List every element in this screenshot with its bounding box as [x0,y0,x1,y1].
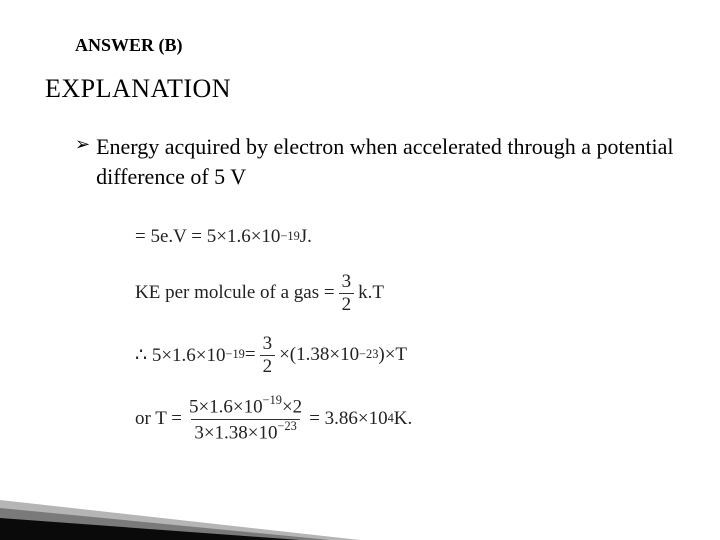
explanation-title: EXPLANATION [45,74,675,104]
eq3-fraction: 3 2 [260,334,276,377]
equations-block: = 5e.V = 5×1.6×10−19 J. KE per molcule o… [135,221,675,443]
eq4-frac-den: 3×1.38×10−23 [191,419,300,443]
eq2-lhs: KE per molcule of a gas = [135,282,335,304]
eq4-frac-num: 5×1.6×10−19×2 [186,395,305,418]
equation-1: = 5e.V = 5×1.6×10−19 J. [135,221,675,253]
eq4-den-exp: −23 [278,419,297,433]
slide-decoration [0,450,720,540]
eq3-frac-num: 3 [260,334,276,355]
eq4-num-b: ×2 [282,397,302,418]
eq3-lhs: ∴ 5×1.6×10 [135,344,226,367]
eq3-lhs-exp: −19 [226,347,245,362]
eq3-frac-den: 2 [260,355,276,377]
eq1-suffix: J. [300,226,312,248]
bullet-arrow-icon: ➢ [75,132,90,157]
eq2-frac-num: 3 [339,272,355,293]
eq3-suffix: )×T [378,344,407,366]
eq4-fraction: 5×1.6×10−19×2 3×1.38×10−23 [186,395,305,443]
bullet-text: Energy acquired by electron when acceler… [96,132,675,191]
eq4-result-a: = 3.86×10 [309,408,387,430]
eq2-rhs: k.T [358,282,384,304]
answer-label: ANSWER (B) [75,35,675,56]
eq1-exp: −19 [280,229,299,244]
eq3-equals: = [245,344,256,366]
equation-3: ∴ 5×1.6×10−19 = 3 2 ×(1.38×10−23)×T [135,333,675,377]
eq4-num-exp: −19 [263,393,282,407]
eq4-result-b: K. [394,408,412,430]
eq3-mid: ×(1.38×10 [279,344,359,366]
bullet-item: ➢ Energy acquired by electron when accel… [75,132,675,191]
eq4-prefix: or T = [135,408,182,430]
equation-2: KE per molcule of a gas = 3 2 k.T [135,271,675,315]
eq4-num-a: 5×1.6×10 [189,397,263,418]
equation-4: or T = 5×1.6×10−19×2 3×1.38×10−23 = 3.86… [135,395,675,443]
eq4-result-exp: 4 [388,411,394,426]
eq4-den-a: 3×1.38×10 [194,422,277,443]
eq3-mid-exp: −23 [359,347,378,362]
eq2-fraction: 3 2 [339,272,355,315]
eq2-frac-den: 2 [339,293,355,315]
eq1-prefix: = 5e.V = 5×1.6×10 [135,226,280,248]
